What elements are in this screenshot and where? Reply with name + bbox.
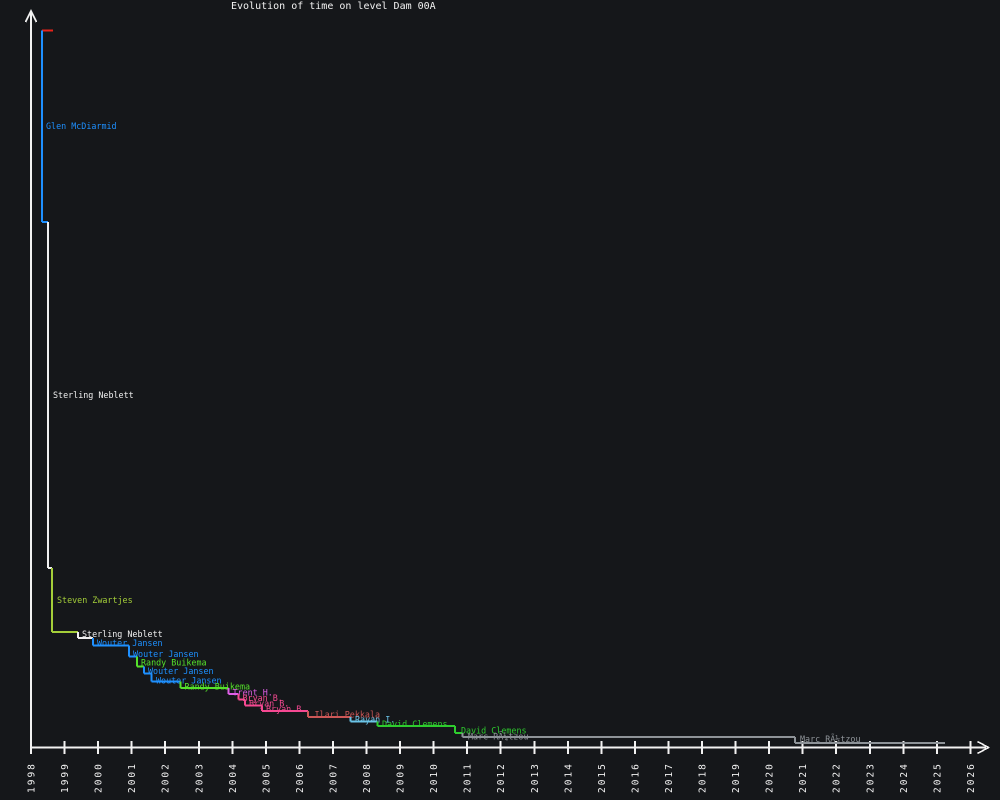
record-label: Sterling Neblett	[82, 629, 163, 639]
tick-label: 2003	[194, 762, 205, 793]
tick-label: 2004	[228, 762, 239, 793]
record-label: Wouter Jansen	[133, 649, 199, 659]
tick-label: 2013	[530, 762, 541, 793]
record-label: Wouter Jansen	[148, 666, 214, 676]
record-label: Randy Buikema	[185, 682, 251, 692]
tick-label: 2016	[630, 762, 641, 793]
record-label: Wouter Jansen	[156, 676, 222, 686]
tick-label: 2000	[94, 762, 105, 793]
record-label: Marc RÃ¼tzou	[800, 734, 861, 744]
record-label: David Clemens	[382, 719, 448, 729]
tick-label: 1998	[27, 762, 38, 793]
tick-label: 2014	[563, 762, 574, 793]
tick-label: 2025	[932, 762, 943, 793]
record-label: David Clemens	[461, 726, 527, 736]
record-label: Sterling Neblett	[53, 390, 134, 400]
y-axis-arrow-icon	[24, 9, 38, 23]
record-label: Steven Zwartjes	[57, 595, 133, 605]
tick-label: 2022	[832, 762, 843, 793]
tick-label: 2019	[731, 762, 742, 793]
record-label: Wouter Jansen	[97, 638, 163, 648]
tick-label: 2012	[496, 762, 507, 793]
chart-title: Evolution of time on level Dam 00A	[231, 1, 436, 12]
tick-label: 2010	[429, 762, 440, 793]
record-label: Marc RÃ¼tzou	[468, 732, 529, 742]
record-label: Bryan B.	[249, 699, 289, 709]
tick-label: 2008	[362, 762, 373, 793]
tick-label: 2020	[765, 762, 776, 793]
tick-label: 2015	[597, 762, 608, 793]
tick-label: 2002	[161, 762, 172, 793]
record-label: Randy Buikema	[141, 658, 207, 668]
tick-label: 2011	[463, 762, 474, 793]
tick-label: 2001	[127, 762, 138, 793]
tick-label: 2005	[261, 762, 272, 793]
tick-label: 2017	[664, 762, 675, 793]
tick-label: 2007	[328, 762, 339, 793]
tick-label: 1999	[60, 762, 71, 793]
record-label: Glen McDiarmid	[46, 121, 117, 131]
record-label: Bryan B.	[266, 704, 306, 714]
record-label: Ilari Pekkala	[315, 710, 381, 720]
tick-label: 2009	[396, 762, 407, 793]
tick-label: 2021	[798, 762, 809, 793]
tick-label: 2026	[966, 762, 977, 793]
tick-label: 2018	[698, 762, 709, 793]
tick-label: 2024	[899, 762, 910, 793]
record-label: Trent H.	[233, 688, 273, 698]
record-label: Rayan I.	[355, 715, 395, 725]
tick-label: 2006	[295, 762, 306, 793]
tick-label: 2023	[865, 762, 876, 793]
x-axis-arrow-icon	[977, 740, 991, 755]
record-label: Bryan B.	[243, 693, 283, 703]
